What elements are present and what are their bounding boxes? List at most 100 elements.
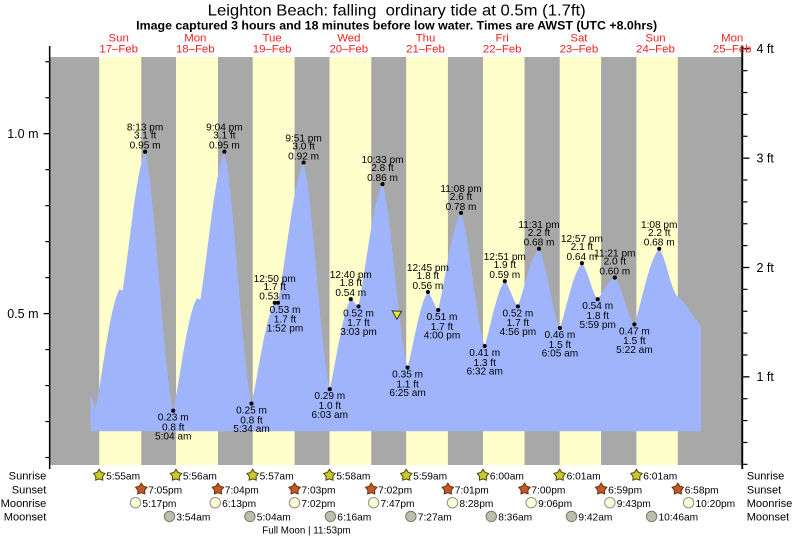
svg-text:9:51 pm: 9:51 pm <box>285 134 321 145</box>
svg-text:1.7 ft: 1.7 ft <box>263 282 286 293</box>
svg-text:5:56am: 5:56am <box>183 472 217 483</box>
svg-text:20–Feb: 20–Feb <box>329 44 368 56</box>
svg-text:4:00 pm: 4:00 pm <box>424 331 460 342</box>
svg-text:2 ft: 2 ft <box>757 261 775 275</box>
svg-text:1 ft: 1 ft <box>757 370 775 384</box>
svg-text:1.8 ft: 1.8 ft <box>586 311 609 322</box>
svg-text:5:59am: 5:59am <box>413 472 447 483</box>
svg-text:12:45 pm: 12:45 pm <box>407 263 449 274</box>
svg-text:10:33 pm: 10:33 pm <box>361 155 403 166</box>
svg-text:5:04am: 5:04am <box>257 513 291 524</box>
svg-text:1:08 pm: 1:08 pm <box>641 220 677 231</box>
svg-text:Mon: Mon <box>184 33 206 45</box>
svg-text:0.23 m: 0.23 m <box>158 413 189 424</box>
svg-text:7:27am: 7:27am <box>418 513 452 524</box>
svg-text:Sun: Sun <box>109 33 129 45</box>
svg-text:0.29 m: 0.29 m <box>314 391 345 402</box>
svg-text:3 ft: 3 ft <box>757 152 775 166</box>
svg-text:12:57 pm: 12:57 pm <box>561 234 603 245</box>
svg-text:1.7 ft: 1.7 ft <box>431 322 454 333</box>
svg-text:0.95 m: 0.95 m <box>209 141 240 152</box>
svg-text:6:01am: 6:01am <box>643 472 677 483</box>
svg-text:1.9 ft: 1.9 ft <box>494 260 517 271</box>
svg-text:9:04 pm: 9:04 pm <box>206 123 242 134</box>
svg-text:0.56 m: 0.56 m <box>412 281 443 292</box>
svg-text:0.86 m: 0.86 m <box>367 173 398 184</box>
svg-text:2.2 ft: 2.2 ft <box>528 228 551 239</box>
svg-text:7:05pm: 7:05pm <box>148 485 182 496</box>
svg-text:0.52 m: 0.52 m <box>502 308 533 319</box>
svg-text:18–Feb: 18–Feb <box>176 44 215 56</box>
svg-text:Moonset: Moonset <box>747 512 790 524</box>
svg-text:9:43pm: 9:43pm <box>617 499 651 510</box>
svg-text:7:03pm: 7:03pm <box>302 485 336 496</box>
svg-text:2.8 ft: 2.8 ft <box>371 163 394 174</box>
svg-text:5:17pm: 5:17pm <box>142 499 176 510</box>
svg-text:7:04pm: 7:04pm <box>225 485 259 496</box>
svg-text:1.1 ft: 1.1 ft <box>396 379 419 390</box>
svg-text:19–Feb: 19–Feb <box>253 44 292 56</box>
svg-text:17–Feb: 17–Feb <box>99 44 138 56</box>
svg-text:1.7 ft: 1.7 ft <box>507 318 530 329</box>
svg-text:8:28pm: 8:28pm <box>459 499 493 510</box>
svg-text:1.0 m: 1.0 m <box>7 127 38 141</box>
svg-text:2.2 ft: 2.2 ft <box>648 228 671 239</box>
svg-text:0.59 m: 0.59 m <box>489 270 520 281</box>
svg-text:0.52 m: 0.52 m <box>343 308 374 319</box>
svg-text:Sun: Sun <box>645 33 665 45</box>
svg-text:0.53 m: 0.53 m <box>259 292 290 303</box>
svg-text:Sunrise: Sunrise <box>747 471 785 483</box>
svg-text:1.7 ft: 1.7 ft <box>274 315 297 326</box>
svg-text:9:42am: 9:42am <box>578 513 612 524</box>
svg-text:3.1 ft: 3.1 ft <box>134 131 157 142</box>
svg-text:5:04 am: 5:04 am <box>155 431 191 442</box>
svg-text:6:05 am: 6:05 am <box>542 349 578 360</box>
svg-text:0.95 m: 0.95 m <box>130 141 161 152</box>
svg-text:23–Feb: 23–Feb <box>560 44 599 56</box>
svg-text:6:01am: 6:01am <box>567 472 601 483</box>
svg-text:2.1 ft: 2.1 ft <box>571 242 594 253</box>
svg-text:7:00pm: 7:00pm <box>531 485 565 496</box>
svg-text:0.5 m: 0.5 m <box>7 307 38 321</box>
svg-text:7:02pm: 7:02pm <box>301 499 335 510</box>
svg-text:6:25 am: 6:25 am <box>389 388 425 399</box>
svg-text:6:59pm: 6:59pm <box>608 485 642 496</box>
svg-text:0.51 m: 0.51 m <box>427 312 458 323</box>
svg-text:0.54 m: 0.54 m <box>335 288 366 299</box>
svg-text:Sunset: Sunset <box>747 484 782 496</box>
svg-text:0.53 m: 0.53 m <box>270 305 301 316</box>
svg-text:Sunset: Sunset <box>12 484 47 496</box>
svg-text:5:57am: 5:57am <box>260 472 294 483</box>
svg-text:0.47 m: 0.47 m <box>619 326 650 337</box>
svg-text:6:58pm: 6:58pm <box>685 485 719 496</box>
svg-text:Sunrise: Sunrise <box>9 471 47 483</box>
svg-text:11:08 pm: 11:08 pm <box>440 184 481 195</box>
svg-text:0.35 m: 0.35 m <box>392 370 423 381</box>
svg-text:21–Feb: 21–Feb <box>406 44 445 56</box>
svg-text:22–Feb: 22–Feb <box>483 44 522 56</box>
svg-text:2.6 ft: 2.6 ft <box>450 192 473 203</box>
svg-text:Moonrise: Moonrise <box>1 498 47 510</box>
svg-text:0.8 ft: 0.8 ft <box>162 423 185 434</box>
svg-text:6:32 am: 6:32 am <box>466 367 502 378</box>
svg-text:1.8 ft: 1.8 ft <box>340 278 363 289</box>
svg-text:0.60 m: 0.60 m <box>599 267 630 278</box>
svg-text:12:51 pm: 12:51 pm <box>484 252 526 263</box>
svg-text:9:06pm: 9:06pm <box>538 499 572 510</box>
svg-text:3.0 ft: 3.0 ft <box>292 142 315 153</box>
svg-text:Mon: Mon <box>721 33 743 45</box>
svg-text:12:40 pm: 12:40 pm <box>330 270 372 281</box>
svg-text:0.92 m: 0.92 m <box>288 151 319 162</box>
svg-text:0.54 m: 0.54 m <box>582 301 613 312</box>
svg-text:5:22 am: 5:22 am <box>616 345 652 356</box>
svg-text:1.5 ft: 1.5 ft <box>623 336 646 347</box>
svg-text:5:59 pm: 5:59 pm <box>579 320 615 331</box>
svg-text:0.41 m: 0.41 m <box>469 348 500 359</box>
svg-text:12:50 pm: 12:50 pm <box>254 274 296 285</box>
svg-text:8:36am: 8:36am <box>498 513 532 524</box>
svg-text:1:52 pm: 1:52 pm <box>267 323 303 334</box>
svg-text:4:56 pm: 4:56 pm <box>500 327 536 338</box>
svg-text:1.8 ft: 1.8 ft <box>417 271 440 282</box>
svg-text:25–Feb: 25–Feb <box>713 44 752 56</box>
svg-text:7:47pm: 7:47pm <box>381 499 415 510</box>
